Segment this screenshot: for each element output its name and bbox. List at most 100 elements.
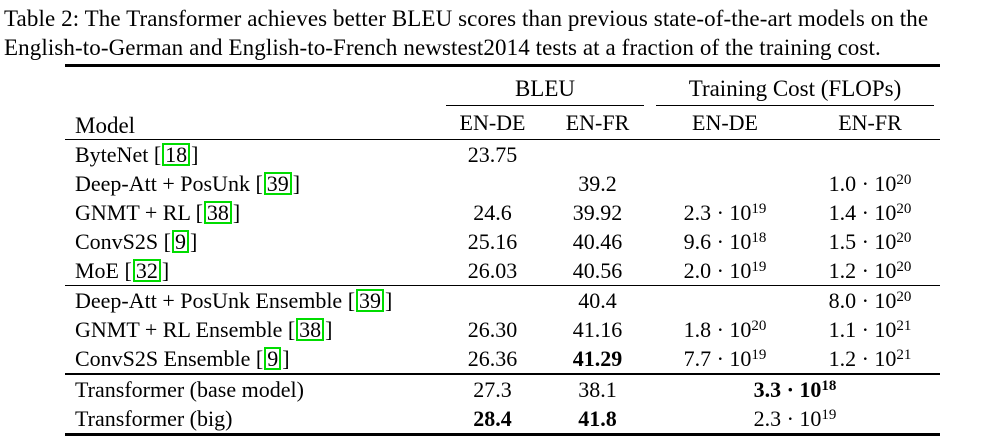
cost-value: 2.3 · 10 — [753, 405, 822, 431]
cost-en-fr-cell: 1.1 · 1021 — [800, 315, 940, 344]
citation: [9] — [164, 229, 198, 254]
bleu-en-de-cell: 28.4 — [473, 405, 512, 431]
cost-group-label: Training Cost (FLOPs) — [656, 76, 934, 106]
caption-line-1: Table 2: The Transformer achieves better… — [4, 6, 929, 31]
bracket-open: [ — [195, 199, 203, 225]
bleu-en-fr-cell — [545, 140, 650, 170]
model-name: Deep-Att + PosUnk Ensemble — [75, 287, 343, 313]
bleu-en-de-cell: 26.30 — [467, 316, 518, 342]
cost-value: 1.8 · 10 — [683, 316, 752, 342]
cost-exponent: 20 — [896, 200, 912, 217]
cost-exponent: 19 — [751, 346, 767, 363]
cost-value: 1.2 · 10 — [828, 257, 897, 283]
bleu-en-de-cell — [440, 286, 545, 316]
cost-exponent: 20 — [896, 288, 912, 305]
header-bleu-en-fr: EN-FR — [545, 106, 650, 140]
bleu-en-fr-cell: 39.92 — [572, 199, 623, 225]
header-sub-row: EN-DE EN-FR EN-DE EN-FR — [65, 106, 940, 140]
model-cell: ConvS2S Ensemble [9] — [65, 344, 440, 375]
table-row-transformer-base: Transformer (base model) 27.3 38.1 3.3 ·… — [65, 374, 940, 404]
bracket-close: ] — [385, 287, 393, 313]
table-caption: Table 2: The Transformer achieves better… — [0, 0, 999, 62]
bracket-open: [ — [163, 228, 171, 254]
bracket-open: [ — [255, 345, 264, 371]
model-cell: GNMT + RL Ensemble [38] — [65, 315, 440, 344]
header-bleu-en-de: EN-DE — [440, 106, 545, 140]
table-row-deepatt-ensemble: Deep-Att + PosUnk Ensemble [39] 40.4 8.0… — [65, 286, 940, 316]
bracket-close: ] — [191, 141, 199, 167]
model-cell: ConvS2S [9] — [65, 227, 440, 256]
model-cell: MoE [32] — [65, 256, 440, 286]
cost-en-fr-cell: 1.4 · 1020 — [800, 198, 940, 227]
bracket-close: ] — [232, 199, 241, 225]
cost-en-de-cell — [650, 286, 800, 316]
citation-link[interactable]: 39 — [263, 171, 292, 195]
cost-value: 7.7 · 10 — [683, 345, 752, 371]
table-row-convs2s: ConvS2S [9] 25.16 40.46 9.6 · 1018 1.5 ·… — [65, 227, 940, 256]
cost-en-fr-cell: 1.2 · 1021 — [800, 344, 940, 375]
table-row-bytenet: ByteNet [18] 23.75 — [65, 140, 940, 170]
model-cell: ByteNet [18] — [65, 140, 440, 170]
table-row-convs2s-ensemble: ConvS2S Ensemble [9] 26.36 41.29 7.7 · 1… — [65, 344, 940, 375]
cost-value: 1.4 · 10 — [828, 199, 897, 225]
cost-value: 8.0 · 10 — [828, 287, 897, 313]
bleu-en-de-cell: 27.3 — [473, 376, 512, 402]
cost-exponent: 20 — [896, 258, 912, 275]
cost-value: 1.1 · 10 — [828, 316, 897, 342]
cost-value: 2.3 · 10 — [683, 199, 752, 225]
model-cell: GNMT + RL [38] — [65, 198, 440, 227]
model-cell: Deep-Att + PosUnk Ensemble [39] — [65, 286, 440, 316]
citation-link[interactable]: 9 — [171, 229, 189, 253]
bleu-en-de-cell: 26.03 — [440, 256, 545, 286]
citation-link[interactable]: 39 — [356, 288, 385, 312]
cost-value: 2.0 · 10 — [683, 257, 752, 283]
bleu-en-fr-cell: 40.56 — [545, 256, 650, 286]
bleu-en-de-cell — [440, 169, 545, 198]
citation: [38] — [196, 200, 241, 225]
model-name: Transformer (base model) — [75, 376, 304, 402]
bracket-close: ] — [282, 345, 290, 371]
header-cost-group: Training Cost (FLOPs) — [650, 66, 940, 106]
cost-en-fr-cell: 8.0 · 1020 — [800, 286, 940, 316]
cost-en-de-cell: 1.8 · 1020 — [650, 315, 800, 344]
cost-en-fr-cell: 1.0 · 1020 — [800, 169, 940, 198]
cost-value: 1.2 · 10 — [828, 345, 897, 371]
citation-link[interactable]: 32 — [132, 258, 161, 282]
citation-link[interactable]: 9 — [264, 346, 282, 370]
citation: [39] — [348, 288, 393, 313]
model-name: ConvS2S — [75, 228, 159, 254]
bracket-close: ] — [161, 257, 170, 283]
bracket-close: ] — [292, 170, 301, 196]
cost-en-de-cell — [650, 169, 800, 198]
bleu-en-de-cell: 26.36 — [440, 344, 545, 375]
citation-link[interactable]: 38 — [296, 317, 325, 341]
cost-en-de-cell — [650, 140, 800, 170]
caption-line-2: English-to-German and English-to-French … — [4, 35, 881, 60]
bracket-close: ] — [325, 316, 333, 342]
bleu-en-fr-cell: 40.46 — [572, 228, 623, 254]
cost-en-fr-cell: 1.2 · 1020 — [800, 256, 940, 286]
model-name: ConvS2S Ensemble — [75, 345, 251, 371]
cost-en-fr-cell — [800, 140, 940, 170]
citation: [18] — [154, 142, 199, 167]
bleu-group-label: BLEU — [446, 76, 644, 106]
bleu-en-de-cell: 23.75 — [467, 141, 518, 167]
table-row-gnmt-ensemble: GNMT + RL Ensemble [38] 26.30 41.16 1.8 … — [65, 315, 940, 344]
bleu-en-fr-cell: 39.2 — [578, 170, 617, 196]
cost-exponent: 19 — [751, 258, 767, 275]
bleu-en-de-cell: 25.16 — [467, 228, 518, 254]
citation: [9] — [256, 346, 290, 371]
header-bleu-group: BLEU — [440, 66, 650, 106]
table-row-transformer-big: Transformer (big) 28.4 41.8 2.3 · 1019 — [65, 404, 940, 435]
cost-exponent: 19 — [751, 200, 767, 217]
cost-exponent: 20 — [751, 317, 767, 334]
table-row-deepatt-posunk: Deep-Att + PosUnk [39] 39.2 1.0 · 1020 — [65, 169, 940, 198]
model-cell: Deep-Att + PosUnk [39] — [65, 169, 440, 198]
model-cell: Transformer (big) — [65, 404, 440, 435]
results-table: Model BLEU Training Cost (FLOPs) EN-DE E… — [65, 64, 940, 436]
model-cell: Transformer (base model) — [65, 374, 440, 404]
citation-link[interactable]: 38 — [203, 200, 232, 224]
cost-value: 3.3 · 10 — [753, 376, 822, 402]
model-name: Transformer (big) — [75, 405, 233, 431]
citation-link[interactable]: 18 — [162, 142, 191, 166]
